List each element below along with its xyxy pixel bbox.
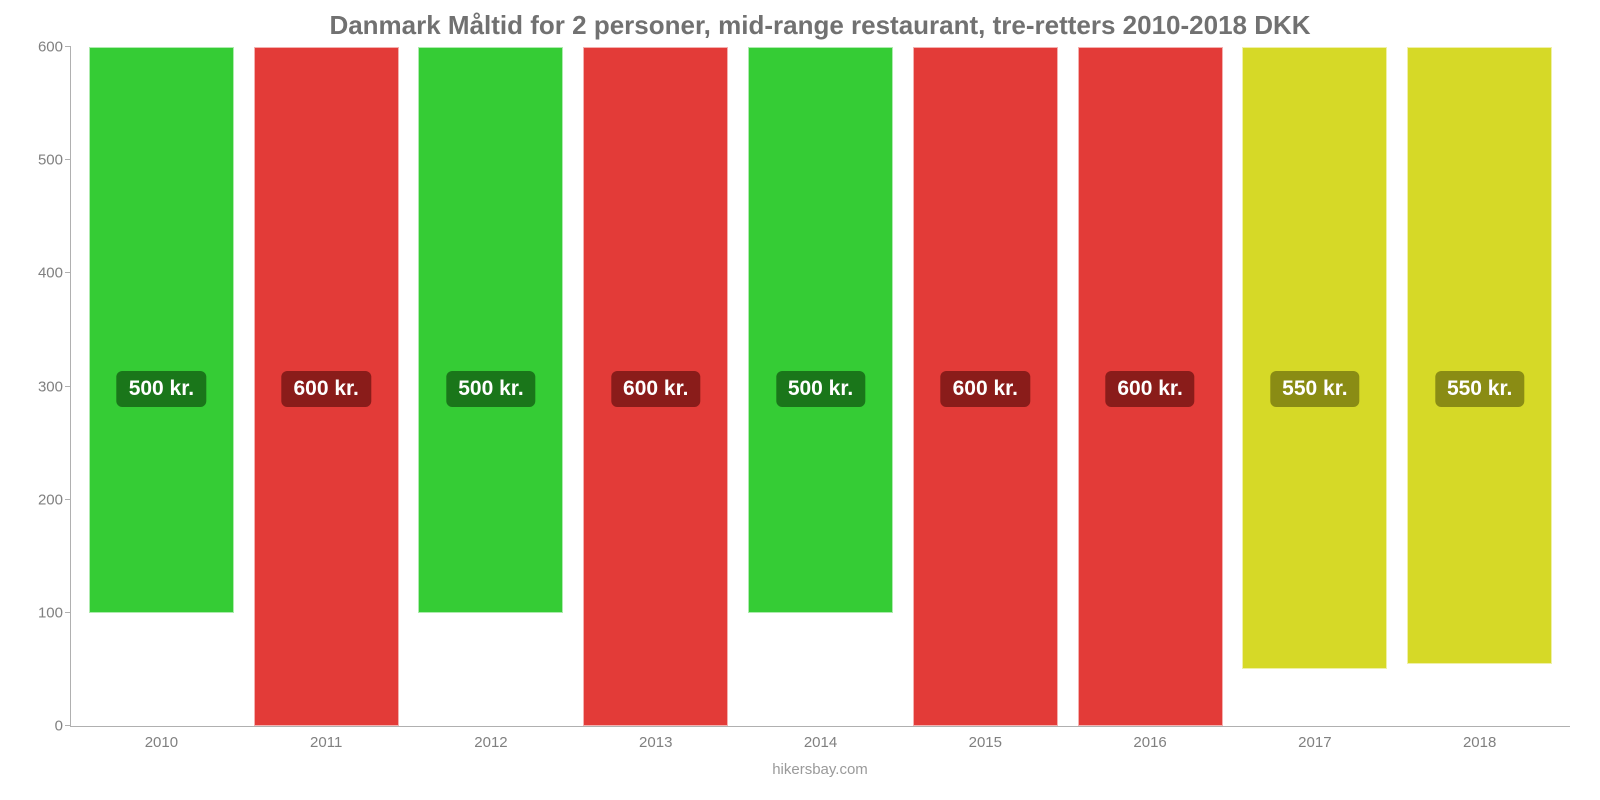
xtick-label: 2018: [1463, 734, 1496, 751]
ytick-mark: [65, 272, 71, 273]
bar-slot: 600 kr.2015: [903, 47, 1068, 726]
xtick-label: 2011: [310, 734, 342, 751]
bar-slot: 550 kr.2017: [1232, 47, 1397, 726]
xtick-label: 2015: [969, 734, 1002, 751]
source-text: hikersbay.com: [70, 761, 1570, 778]
xtick-label: 2014: [804, 734, 837, 751]
bar-slot: 600 kr.2011: [244, 47, 409, 726]
ytick-label: 400: [21, 265, 63, 282]
bar-value-label: 550 kr.: [1270, 371, 1359, 407]
bar: [89, 47, 234, 613]
chart-container: Danmark Måltid for 2 personer, mid-range…: [0, 0, 1600, 800]
ytick-label: 200: [21, 491, 63, 508]
bar-slot: 600 kr.2013: [573, 47, 738, 726]
ytick-label: 0: [21, 718, 63, 735]
ytick-mark: [65, 499, 71, 500]
bar: [1407, 47, 1552, 664]
bar: [748, 47, 893, 613]
ytick-mark: [65, 725, 71, 726]
plot-area: 500 kr.2010600 kr.2011500 kr.2012600 kr.…: [70, 47, 1570, 727]
bar-value-label: 600 kr.: [941, 371, 1030, 407]
xtick-label: 2013: [639, 734, 672, 751]
bar-value-label: 500 kr.: [117, 371, 206, 407]
bar: [1242, 47, 1387, 669]
ytick-label: 100: [21, 604, 63, 621]
bar-slot: 550 kr.2018: [1397, 47, 1562, 726]
xtick-label: 2017: [1298, 734, 1331, 751]
ytick-label: 500: [21, 152, 63, 169]
bar-value-label: 600 kr.: [611, 371, 700, 407]
bar-value-label: 500 kr.: [446, 371, 535, 407]
chart-title: Danmark Måltid for 2 personer, mid-range…: [70, 10, 1570, 41]
xtick-label: 2016: [1133, 734, 1166, 751]
ytick-mark: [65, 386, 71, 387]
bar-value-label: 600 kr.: [1105, 371, 1194, 407]
bar-value-label: 500 kr.: [776, 371, 865, 407]
bar-value-label: 550 kr.: [1435, 371, 1524, 407]
bars-group: 500 kr.2010600 kr.2011500 kr.2012600 kr.…: [71, 47, 1570, 726]
bar-value-label: 600 kr.: [281, 371, 370, 407]
ytick-label: 600: [21, 39, 63, 56]
bar-slot: 500 kr.2014: [738, 47, 903, 726]
ytick-label: 300: [21, 378, 63, 395]
ytick-mark: [65, 612, 71, 613]
ytick-mark: [65, 46, 71, 47]
ytick-mark: [65, 159, 71, 160]
bar-slot: 500 kr.2010: [79, 47, 244, 726]
bar: [418, 47, 563, 613]
bar-slot: 600 kr.2016: [1068, 47, 1233, 726]
xtick-label: 2012: [474, 734, 507, 751]
bar-slot: 500 kr.2012: [409, 47, 574, 726]
xtick-label: 2010: [145, 734, 178, 751]
